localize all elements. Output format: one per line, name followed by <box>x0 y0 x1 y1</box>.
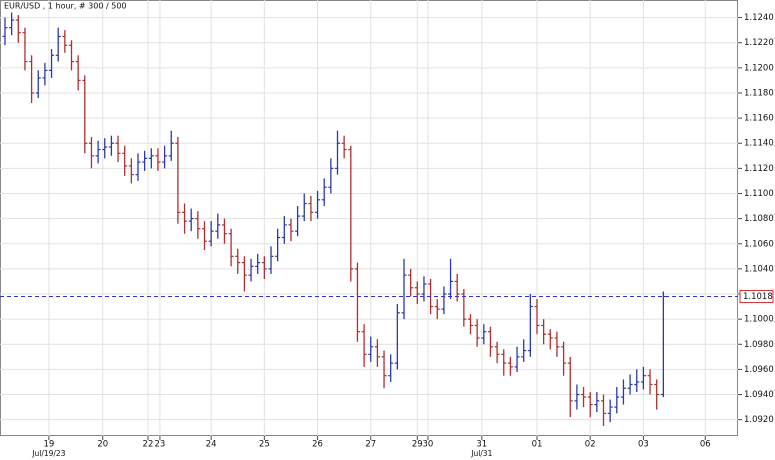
y-tick-label: 1.1200 <box>744 63 774 73</box>
y-tick-label: 1.0980 <box>744 340 774 350</box>
y-tick-label: 1.1140 <box>744 139 774 149</box>
y-tick-label: 1.1060 <box>744 239 774 249</box>
y-tick-label: 1.1240 <box>744 13 774 23</box>
x-tick-label: 27 <box>365 440 376 450</box>
x-month-label: Jul/31 <box>470 449 492 458</box>
chart-title: EUR/USD , 1 hour, # 300 / 500 <box>4 2 127 11</box>
bars <box>0 12 738 426</box>
y-tick-label: 1.1220 <box>744 38 774 48</box>
x-tick-label: 29 <box>412 440 423 450</box>
x-tick-label: 23 <box>155 440 166 450</box>
grid <box>0 0 738 436</box>
plot-frame <box>0 0 738 436</box>
x-tick-label: 25 <box>259 440 270 450</box>
y-tick-label: 1.1180 <box>744 88 774 98</box>
last-price-box <box>739 290 774 304</box>
y-tick-label: 1.1160 <box>744 114 774 124</box>
axes: 1.09201.09401.09601.09801.10001.10201.10… <box>31 13 773 458</box>
x-tick-label: 20 <box>97 440 108 450</box>
y-tick-label: 1.0920 <box>744 415 774 425</box>
x-tick-label: 06 <box>700 440 711 450</box>
x-month-label: Jul/19/23 <box>31 449 65 458</box>
x-tick-label: 01 <box>532 440 543 450</box>
x-tick-label: 31 <box>476 440 487 450</box>
x-tick-label: 26 <box>312 440 323 450</box>
last-price-label: 1.1018 <box>743 292 773 302</box>
y-tick-label: 1.0960 <box>744 365 774 375</box>
x-tick-label: 03 <box>638 440 649 450</box>
y-tick-label: 1.1000 <box>744 315 774 325</box>
x-tick-label: 22 <box>143 440 154 450</box>
x-tick-label: 24 <box>206 440 217 450</box>
x-tick-label: 30 <box>423 440 434 450</box>
y-tick-label: 1.1120 <box>744 164 774 174</box>
y-tick-label: 1.0940 <box>744 390 774 400</box>
x-tick-label: 02 <box>585 440 596 450</box>
y-tick-label: 1.1040 <box>744 264 774 274</box>
x-tick-label: 19 <box>43 440 54 450</box>
y-tick-label: 1.1080 <box>744 214 774 224</box>
y-tick-label: 1.1100 <box>744 189 774 199</box>
